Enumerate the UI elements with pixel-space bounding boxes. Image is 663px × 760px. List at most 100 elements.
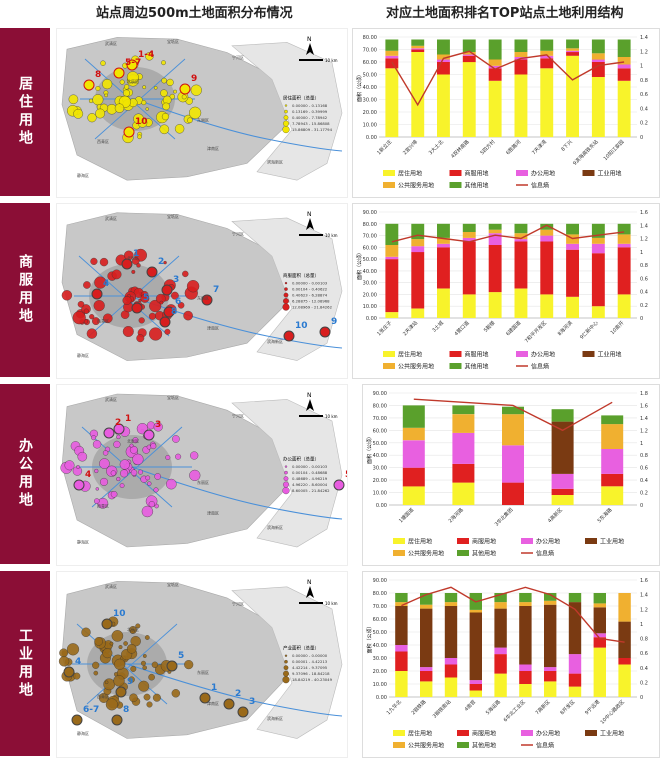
legend-label: 公共服务用地	[408, 742, 444, 750]
y-tick-label: 10.00	[363, 304, 377, 310]
station-marker	[111, 269, 122, 280]
top-station-marker	[73, 479, 85, 491]
station-marker	[190, 451, 199, 460]
x-tick-label: 8海河滨	[556, 319, 574, 337]
y2-tick-label: 1	[640, 441, 643, 447]
bar-segment	[551, 409, 574, 422]
station-marker	[98, 692, 109, 703]
station-marker	[105, 698, 118, 711]
bar-segment	[514, 233, 528, 240]
station-marker	[120, 469, 129, 478]
top-station-label: 1	[125, 414, 131, 424]
station-marker	[94, 468, 99, 474]
bar-segment	[618, 621, 631, 658]
bar-segment	[444, 658, 458, 665]
legend-swatch	[284, 470, 288, 475]
station-marker	[61, 290, 73, 301]
x-tick-label: 4营口道	[453, 319, 471, 337]
y2-tick-label: 0.6	[640, 276, 648, 282]
bar-segment	[411, 246, 425, 253]
legend-swatch	[283, 665, 289, 671]
bar-segment	[437, 243, 450, 248]
bar-segment	[462, 294, 476, 318]
bar-segment	[452, 414, 475, 433]
legend-swatch	[383, 182, 395, 188]
bar-segment	[568, 686, 582, 697]
district-label: 武清区	[105, 40, 117, 46]
station-marker	[153, 487, 159, 493]
top-station-marker	[333, 479, 345, 491]
station-marker	[149, 299, 162, 313]
district-label: 武清区	[105, 215, 117, 221]
bar-segment	[469, 609, 482, 613]
top-station-marker	[101, 618, 113, 630]
legend-swatch	[516, 170, 528, 176]
bar-segment	[444, 602, 458, 606]
top-station-marker	[283, 330, 295, 342]
station-marker	[165, 454, 171, 460]
bar-segment	[437, 74, 450, 137]
bar-segment	[452, 405, 475, 415]
bar-segment	[385, 259, 399, 313]
legend-item: 0.00000 - 0.00000	[292, 653, 328, 658]
station-marker	[175, 453, 182, 460]
station-marker	[73, 672, 81, 680]
entropy-line	[391, 224, 625, 243]
legend-swatch	[449, 351, 462, 357]
legend-label: 其他用地	[465, 182, 489, 190]
station-marker	[102, 78, 113, 90]
bar-segment	[593, 593, 606, 604]
station-marker	[132, 437, 139, 444]
station-marker	[129, 693, 138, 703]
bar-segment	[617, 247, 631, 295]
bar-segment	[385, 68, 399, 138]
y-tick-label: 20.00	[373, 478, 387, 484]
chart-industrial: 0.00 10.00 20.00 30.00 40.00 50.00 60.00 70.00 8…	[362, 571, 660, 758]
x-tick-label: 2钢铁路	[410, 698, 428, 716]
legend-item: 9.37096 - 18.84218	[292, 671, 330, 676]
bar-segment	[469, 690, 482, 697]
district-label: 北辰区	[127, 78, 139, 84]
station-marker	[181, 94, 187, 100]
station-marker	[152, 693, 161, 702]
legend-label: 商服用地	[472, 538, 496, 546]
x-tick-label: 8下兴	[560, 138, 574, 152]
x-tick-label: 5四方村	[479, 138, 497, 156]
bar-segment	[540, 241, 554, 295]
x-tick-label: 6建国道	[505, 319, 523, 337]
top-station-label: 3	[249, 697, 255, 707]
legend-label: 其他用地	[472, 742, 496, 750]
station-marker	[76, 465, 80, 469]
district-label: 津南区	[207, 700, 219, 706]
bar-segment	[540, 39, 554, 51]
bar-segment	[402, 405, 425, 428]
legend-swatch	[282, 303, 290, 311]
legend-item: 0.00104 - 0.40622	[292, 287, 328, 292]
top-station-marker	[161, 284, 173, 296]
legend-swatch	[283, 670, 289, 677]
top-station-label: 3	[155, 420, 161, 430]
bar-segment	[462, 237, 476, 242]
y2-tick-label: 1.2	[640, 607, 648, 613]
station-marker	[163, 260, 167, 265]
bar-segment	[437, 62, 450, 75]
bar-segment	[385, 245, 399, 257]
bar-segment	[591, 243, 605, 254]
bar-segment	[617, 39, 631, 57]
bar-segment	[591, 306, 605, 318]
y2-tick-label: 1	[640, 622, 643, 628]
y-tick-label: 60.00	[373, 617, 387, 623]
station-marker	[100, 477, 109, 486]
legend-swatch	[282, 676, 290, 684]
bar-segment	[568, 602, 582, 655]
y2-tick-label: 0.8	[640, 78, 648, 84]
x-tick-label: 7高新区	[534, 698, 552, 716]
bar-segment	[395, 645, 408, 652]
top-station-label: 7	[213, 285, 219, 295]
bar-segment	[617, 223, 631, 235]
bar-segment	[566, 243, 579, 250]
bar-segment	[488, 59, 502, 66]
station-marker	[91, 435, 97, 441]
district-label: 滨海新区	[267, 338, 283, 344]
station-marker	[116, 476, 121, 482]
